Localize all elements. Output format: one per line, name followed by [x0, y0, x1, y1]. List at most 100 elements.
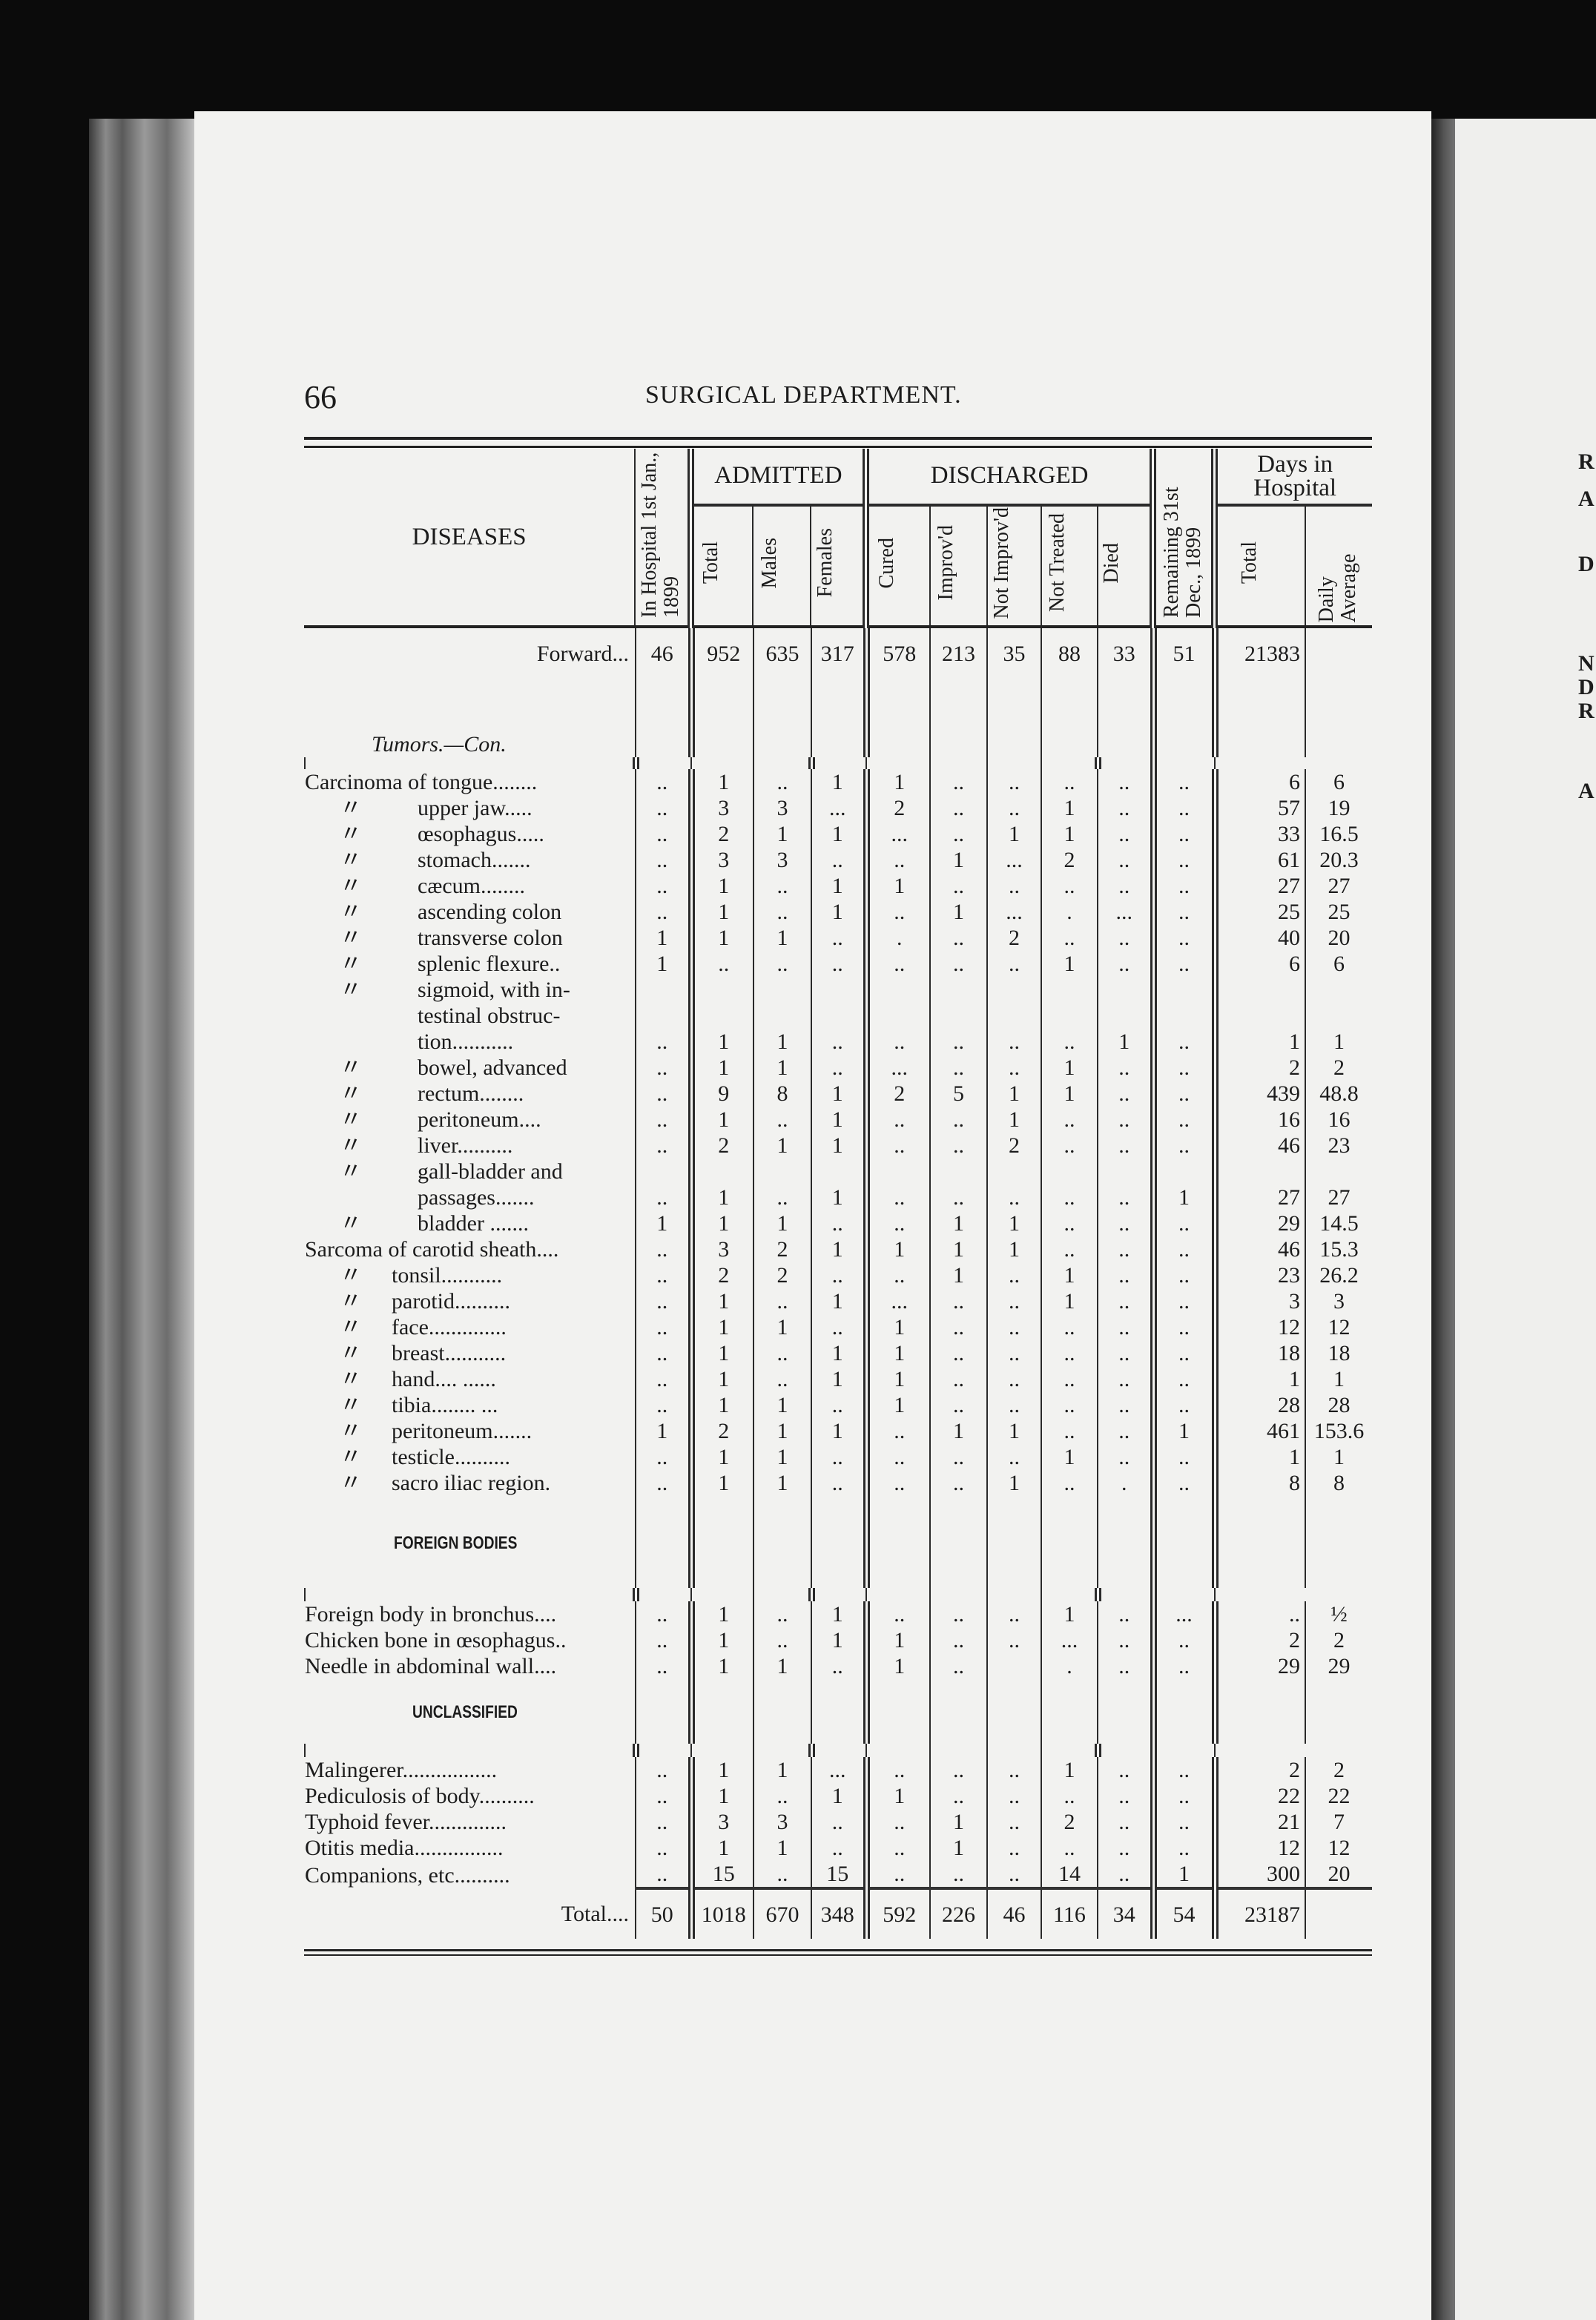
- cell-not-treated: 1: [1041, 1055, 1098, 1081]
- cell-in-hospital: ..: [635, 1783, 691, 1809]
- cell-daily-average: 14.5: [1305, 1210, 1372, 1236]
- ditto-mark: 〃: [340, 874, 362, 898]
- cell-admitted-males: 1: [753, 1418, 811, 1444]
- facing-page-letter: A: [1578, 487, 1595, 511]
- cell-remaining: ..: [1150, 1288, 1215, 1314]
- table-header: DISEASES In Hospital 1st Jan., 1899 ADMI…: [304, 449, 1372, 629]
- cell-not-treated: 116: [1041, 1887, 1098, 1939]
- table-row: tion............. 1 1.......... 1.. 1 1: [305, 1029, 1372, 1055]
- cell-admitted-total: 3: [687, 795, 754, 821]
- disease-name: ascending colon: [418, 900, 562, 924]
- empty-cell: [986, 1588, 1041, 1601]
- cell-not-improved: 1: [986, 1210, 1041, 1236]
- cell-in-hospital: ..: [635, 1133, 691, 1159]
- row-label: Needle in abdominal wall....: [305, 1653, 636, 1679]
- cell-admitted-total: 1: [687, 873, 754, 899]
- cell-improved: ..: [929, 1133, 987, 1159]
- cell-cured: 1: [863, 1392, 930, 1418]
- empty-cell: [1150, 1496, 1215, 1588]
- cell-improved: 226: [929, 1887, 987, 1939]
- row-label: 〃 sacro iliac region.: [305, 1470, 636, 1496]
- cell-in-hospital: 1: [635, 1210, 691, 1236]
- empty-cell: [986, 977, 1041, 1003]
- header-admitted-females: Females: [813, 528, 837, 598]
- empty-cell: [687, 1496, 754, 1588]
- disease-name: parotid..........: [392, 1289, 510, 1314]
- cell-died: ..: [1097, 925, 1153, 951]
- cell-improved: 1: [929, 1210, 987, 1236]
- cell-admitted-males: 1: [753, 1055, 811, 1081]
- cell-days-total: 2: [1211, 1055, 1305, 1081]
- cell-died: ..: [1097, 1783, 1153, 1809]
- cell-died: ..: [1097, 1809, 1153, 1835]
- cell-died: ..: [1097, 1055, 1153, 1081]
- cell-in-hospital: ..: [635, 1653, 691, 1679]
- ditto-mark: 〃: [340, 952, 362, 976]
- cell-remaining: ..: [1150, 1107, 1215, 1133]
- cell-admitted-total: 1: [687, 1392, 754, 1418]
- cell-admitted-females: ..: [811, 1809, 866, 1835]
- cell-days-total: 61: [1211, 847, 1305, 873]
- cell-cured: ...: [863, 1055, 930, 1081]
- disease-name: peritoneum....: [418, 1107, 541, 1132]
- disease-name: Sarcoma of carotid sheath....: [305, 1237, 559, 1262]
- section-heading: UNCLASSIFIED: [305, 1679, 1372, 1744]
- cell-admitted-males: 1: [753, 1757, 811, 1783]
- cell-died: ..: [1097, 1133, 1153, 1159]
- table-row-continuation: 〃 gall-bladder and: [305, 1159, 1372, 1184]
- cell-admitted-females: 1: [811, 1783, 866, 1809]
- row-label: Total....: [561, 1901, 629, 1926]
- row-label: Companions, etc..........: [305, 1861, 636, 1888]
- row-label: 〃 tibia........ ...: [305, 1392, 636, 1418]
- cell-daily-average: 2: [1305, 1757, 1372, 1783]
- cell-not-treated: ..: [1041, 1029, 1098, 1055]
- cell-in-hospital: ..: [635, 1314, 691, 1340]
- cell-not-treated: ..: [1041, 925, 1098, 951]
- row-label: Forward...: [536, 641, 629, 666]
- cell-cured: 1: [863, 873, 930, 899]
- cell-admitted-females: 1: [811, 1184, 866, 1210]
- cell-admitted-total: 1: [687, 1653, 754, 1679]
- table-row: 〃 liver............ 2 1 1.... 2...... 46 23: [305, 1133, 1372, 1159]
- empty-cell: [863, 679, 930, 757]
- row-label: 〃 face..............: [305, 1314, 636, 1340]
- table-row: Pediculosis of body............ 1.. 1 1....…: [305, 1783, 1372, 1809]
- cell-improved: 1: [929, 1236, 987, 1262]
- cell-remaining: ..: [1150, 1627, 1215, 1653]
- empty-cell: [1041, 1496, 1098, 1588]
- empty-cell: [1305, 1003, 1372, 1029]
- section-heading-text: FOREIGN BODIES: [305, 1496, 636, 1588]
- cell-improved: 1: [929, 899, 987, 925]
- cell-admitted-males: ..: [753, 899, 811, 925]
- ditto-mark: 〃: [340, 1315, 362, 1339]
- empty-cell: [1305, 679, 1372, 757]
- empty-cell: [1305, 977, 1372, 1003]
- row-label: 〃 upper jaw.....: [305, 795, 636, 821]
- table-row: Malingerer................... 1 1.........…: [305, 1757, 1372, 1783]
- cell-days-total: 16: [1211, 1107, 1305, 1133]
- cell-daily-average: 153.6: [1305, 1418, 1372, 1444]
- cell-died: ...: [1097, 899, 1153, 925]
- cell-not-treated: ..: [1041, 1470, 1098, 1496]
- cell-cured: 592: [863, 1887, 930, 1939]
- cell-not-improved: ..: [986, 1340, 1041, 1366]
- cell-daily-average: 22: [1305, 1783, 1372, 1809]
- cell-improved: 1: [929, 1262, 987, 1288]
- cell-admitted-females: 1: [811, 1627, 866, 1653]
- cell-not-improved: 1: [986, 1107, 1041, 1133]
- cell-improved: ..: [929, 1314, 987, 1340]
- empty-cell: [811, 1496, 866, 1588]
- cell-not-improved: 1: [986, 1236, 1041, 1262]
- cell-remaining: ..: [1150, 1210, 1215, 1236]
- top-rule: [304, 437, 1372, 448]
- cell-remaining: 1: [1150, 1861, 1215, 1888]
- cell-admitted-total: ..: [687, 951, 754, 977]
- empty-cell: [1097, 1003, 1153, 1029]
- cell-daily-average: 23: [1305, 1133, 1372, 1159]
- cell-cured: ..: [863, 847, 930, 873]
- ditto-mark: 〃: [340, 1081, 362, 1106]
- disease-name: Carcinoma of tongue........: [305, 770, 538, 794]
- cell-not-improved: ...: [986, 847, 1041, 873]
- empty-cell: [1041, 1744, 1098, 1757]
- cell-days-total: 22: [1211, 1783, 1305, 1809]
